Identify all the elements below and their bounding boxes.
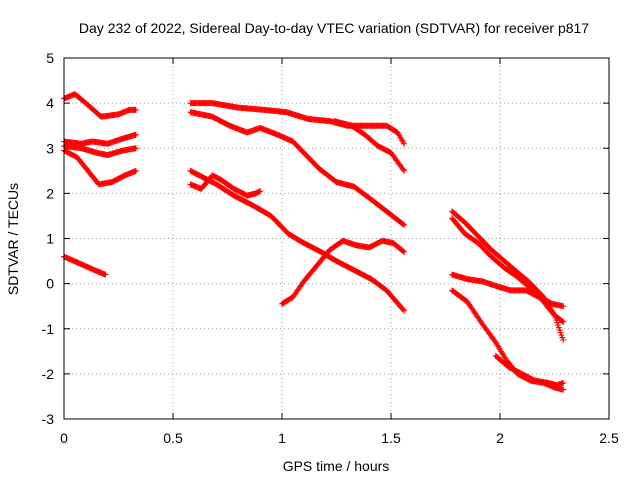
series-track-b5 — [279, 237, 408, 307]
series-track-a4 — [61, 147, 139, 188]
series-track-a3 — [61, 142, 139, 159]
x-tick-label: 1.5 — [381, 430, 401, 446]
grid — [64, 58, 609, 419]
data-point-plus — [401, 307, 408, 314]
y-tick-label: 3 — [46, 140, 54, 156]
data-point-plus — [401, 167, 408, 174]
series-track-c3 — [449, 271, 567, 310]
y-tick-label: -2 — [42, 366, 55, 382]
x-tick-label: 0 — [60, 430, 68, 446]
data-point-plus — [559, 318, 566, 325]
series-track-a1 — [61, 91, 139, 120]
data-point-plus — [560, 337, 567, 344]
y-tick-label: -3 — [42, 411, 55, 427]
series-track-b6 — [331, 118, 408, 174]
x-tick-label: 2 — [496, 430, 504, 446]
data-point-plus — [400, 166, 407, 173]
data-point-plus — [132, 106, 139, 113]
x-axis-label: GPS time / hours — [283, 458, 390, 474]
data-point-plus — [400, 306, 407, 313]
data-point-plus — [401, 140, 408, 147]
data-point-plus — [400, 248, 407, 255]
series-track-c5 — [492, 352, 567, 389]
series-track-c2 — [449, 215, 567, 325]
y-tick-label: 0 — [46, 276, 54, 292]
y-tick-labels: -3 -2 -1 0 1 2 3 4 5 — [42, 50, 55, 427]
plot-frame — [63, 57, 610, 420]
data-point-plus — [560, 318, 567, 325]
data-point-plus — [560, 303, 567, 310]
series-track-b2 — [187, 109, 408, 228]
series-track-a5 — [61, 253, 109, 278]
data-points — [61, 91, 567, 393]
data-point-plus — [132, 145, 139, 152]
y-tick-label: 5 — [46, 50, 54, 66]
x-tick-label: 1 — [278, 430, 286, 446]
x-tick-label: 2.5 — [599, 430, 619, 446]
x-tick-label: 0.5 — [163, 430, 183, 446]
data-point-plus — [560, 379, 567, 386]
data-point-plus — [401, 221, 408, 228]
x-tick-labels: 0 0.5 1 1.5 2 2.5 — [60, 430, 619, 446]
chart-title: Day 232 of 2022, Sidereal Day-to-day VTE… — [79, 20, 589, 36]
series-track-c1 — [449, 208, 567, 344]
data-point-plus — [102, 271, 109, 278]
data-point-plus — [132, 167, 139, 174]
y-tick-label: 1 — [46, 231, 54, 247]
y-tick-label: 2 — [46, 185, 54, 201]
y-tick-label: -1 — [42, 321, 55, 337]
data-point-plus — [401, 249, 408, 256]
data-point-plus — [257, 188, 264, 195]
series-track-b4 — [187, 172, 264, 199]
data-point-plus — [560, 386, 567, 393]
data-point-plus — [132, 131, 139, 138]
y-axis-label: SDTVAR / TECUs — [5, 183, 21, 295]
y-tick-label: 4 — [46, 95, 54, 111]
data-point-plus — [400, 221, 407, 228]
